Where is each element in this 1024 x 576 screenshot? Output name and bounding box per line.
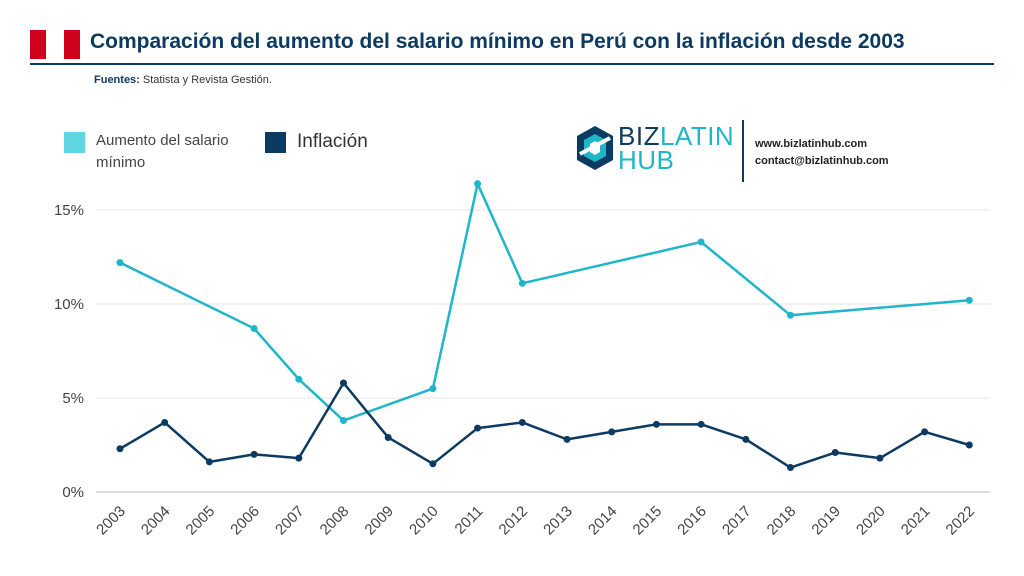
y-tick-label: 5% xyxy=(62,390,84,407)
legend-item-inflacion: Inflación xyxy=(265,130,368,154)
x-tick-label: 2021 xyxy=(898,503,934,539)
chart-title: Comparación del aumento del salario míni… xyxy=(90,30,905,53)
data-point xyxy=(295,375,303,383)
logo-biz: BIZ xyxy=(618,121,660,151)
x-tick-label: 2011 xyxy=(452,503,487,538)
data-point xyxy=(518,418,526,426)
legend-swatch-inflacion xyxy=(265,132,286,153)
x-tick-label: 2004 xyxy=(138,503,174,539)
data-point xyxy=(697,238,705,246)
title-divider xyxy=(30,63,994,65)
data-point xyxy=(787,464,794,472)
data-point xyxy=(429,385,437,393)
series-inflacion xyxy=(116,379,973,472)
data-point xyxy=(250,324,258,332)
logo-latin: LATIN xyxy=(659,121,735,151)
y-axis-ticks: 0% 5% 10% 15% xyxy=(54,202,84,501)
x-tick-label: 2015 xyxy=(630,503,666,539)
data-point xyxy=(429,460,437,468)
data-point xyxy=(116,259,124,267)
data-point xyxy=(250,450,258,458)
source-text: Statista y Revista Gestión. xyxy=(142,74,272,86)
data-point xyxy=(742,435,750,443)
series-line xyxy=(119,381,970,469)
x-tick-label: 2003 xyxy=(93,503,129,539)
x-tick-label: 2008 xyxy=(317,503,353,539)
x-tick-label: 2022 xyxy=(943,503,979,539)
bizlatinhub-logo: BIZLATIN HUB xyxy=(574,121,735,176)
data-point xyxy=(787,311,794,319)
data-point xyxy=(965,441,973,449)
data-point xyxy=(608,428,616,436)
source-label: Fuentes: xyxy=(94,74,140,86)
series-salario xyxy=(116,180,973,425)
legend-swatch-salario xyxy=(64,132,85,153)
data-point xyxy=(116,445,124,453)
x-tick-label: 2018 xyxy=(764,503,800,539)
data-point xyxy=(697,420,705,428)
peru-flag-icon xyxy=(30,30,80,59)
x-tick-label: 2007 xyxy=(272,503,308,539)
x-tick-label: 2009 xyxy=(361,503,397,539)
data-point xyxy=(965,296,973,304)
bizlatinhub-logo-icon xyxy=(577,126,613,170)
x-tick-label: 2010 xyxy=(406,503,442,539)
x-tick-label: 2005 xyxy=(183,503,219,539)
x-axis-ticks: 2003 2004 2005 2006 2007 2008 2009 2010 2011 2012… xyxy=(93,503,978,539)
x-tick-label: 2016 xyxy=(674,503,710,539)
data-point xyxy=(921,428,929,436)
data-point xyxy=(474,424,482,432)
flag-stripe-right xyxy=(64,30,80,59)
x-tick-label: 2014 xyxy=(585,503,621,539)
y-tick-label: 0% xyxy=(62,484,84,501)
source-note: Fuentes: Statista y Revista Gestión. xyxy=(94,74,272,86)
legend-label-inflacion: Inflación xyxy=(297,131,368,152)
contact-info: www.bizlatinhub.com contact@bizlatinhub.… xyxy=(755,136,889,170)
x-tick-label: 2020 xyxy=(853,503,889,539)
x-tick-label: 2019 xyxy=(808,503,844,539)
data-point xyxy=(161,418,169,426)
data-point xyxy=(876,454,884,462)
chart-series xyxy=(116,180,973,472)
x-tick-label: 2017 xyxy=(719,503,755,539)
legend-item-salario: Aumento del salario mínimo xyxy=(64,130,266,174)
y-tick-label: 10% xyxy=(54,296,84,313)
email-text: contact@bizlatinhub.com xyxy=(755,155,889,167)
x-tick-label: 2012 xyxy=(496,503,532,539)
logo-divider xyxy=(742,120,744,182)
logo-hub: HUB xyxy=(618,145,675,175)
chart-gridlines xyxy=(96,209,990,493)
data-point xyxy=(295,454,303,462)
logo-wordmark: BIZLATIN HUB xyxy=(618,121,735,175)
data-point xyxy=(340,417,347,425)
data-point xyxy=(831,449,839,457)
x-tick-label: 2013 xyxy=(540,503,576,539)
legend-label-salario: Aumento del salario mínimo xyxy=(96,132,229,171)
y-tick-label: 15% xyxy=(54,202,84,219)
website-text: www.bizlatinhub.com xyxy=(755,138,868,150)
data-point xyxy=(518,279,526,287)
series-line xyxy=(119,182,970,422)
flag-stripe-left xyxy=(30,30,46,59)
data-point xyxy=(384,433,392,441)
data-point xyxy=(474,180,482,188)
data-point xyxy=(205,458,213,466)
data-point xyxy=(652,420,660,428)
data-point xyxy=(340,379,347,387)
data-point xyxy=(563,435,571,443)
x-tick-label: 2006 xyxy=(227,503,263,539)
